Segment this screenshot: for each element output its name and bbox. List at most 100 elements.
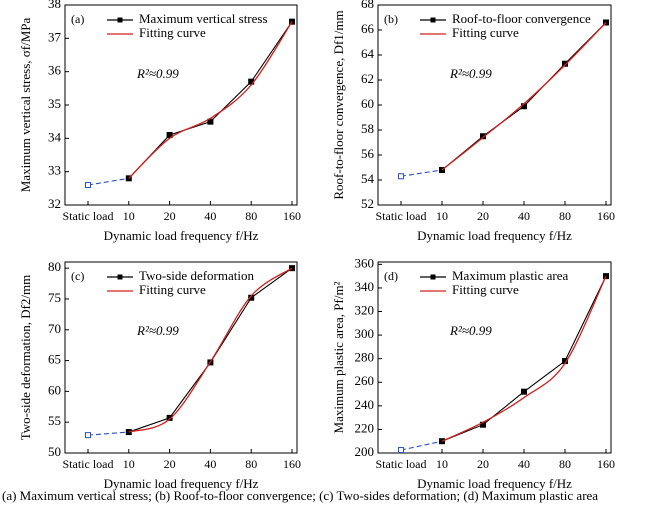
annotation: R²≈0.99 [136, 66, 179, 81]
y-tick-label: 70 [48, 321, 61, 336]
x-axis-label: Dynamic load frequency f/Hz [104, 476, 259, 491]
x-tick-label: 20 [477, 209, 489, 223]
y-tick-label: 220 [355, 420, 375, 435]
panel-label: (c) [71, 269, 84, 283]
x-tick-label: Static load [63, 209, 114, 223]
x-tick-label: 40 [204, 209, 216, 223]
y-tick-label: 50 [48, 444, 61, 459]
x-axis-label: Dynamic load frequency f/Hz [417, 228, 572, 243]
y-tick-label: 34 [48, 129, 62, 144]
y-axis-label: Maximum vertical stress, σf/MPa [18, 18, 33, 193]
y-tick-label: 75 [48, 290, 61, 305]
y-tick-label: 66 [361, 21, 375, 36]
x-tick-label: 40 [518, 209, 530, 223]
fit-curve [128, 267, 293, 433]
marker [166, 132, 173, 138]
y-tick-label: 60 [48, 382, 61, 397]
y-tick-label: 33 [48, 163, 61, 178]
marker [603, 19, 609, 26]
marker [398, 173, 404, 180]
x-tick-label: 80 [245, 209, 257, 223]
panel-label: (a) [71, 12, 84, 26]
marker [521, 388, 527, 395]
annotation: R²≈0.99 [449, 66, 492, 81]
x-tick-label: Static load [63, 457, 114, 471]
caption: (a) Maximum vertical stress; (b) Roof-to… [2, 488, 598, 503]
y-tick-label: 80 [48, 259, 61, 274]
x-tick-label: 80 [559, 457, 571, 471]
y-axis-label: Roof-to-floor convergence, Df1/mm [331, 10, 346, 199]
fit-curve [441, 275, 607, 442]
legend-label: Two-side deformation [139, 268, 254, 283]
x-tick-label: 20 [164, 457, 176, 471]
x-axis-label: Dynamic load frequency f/Hz [104, 228, 259, 243]
y-tick-label: 68 [361, 0, 374, 11]
x-tick-label: 160 [597, 209, 615, 223]
fit-curve [128, 21, 293, 179]
y-tick-label: 320 [355, 303, 375, 318]
x-tick-label: 10 [123, 457, 135, 471]
legend-label: Fitting curve [452, 282, 519, 297]
plot-frame [64, 261, 298, 454]
annotation: R²≈0.99 [449, 323, 492, 338]
legend-marker [430, 17, 436, 23]
series-line [441, 275, 607, 442]
y-tick-label: 62 [361, 71, 374, 86]
y-tick-label: 35 [48, 96, 61, 111]
legend-marker [430, 274, 436, 280]
y-tick-label: 200 [355, 444, 375, 459]
legend-label: Fitting curve [139, 25, 206, 40]
legend-label: Roof-to-floor convergence [452, 11, 591, 26]
legend-label: Maximum plastic area [452, 268, 568, 283]
x-tick-label: 20 [477, 457, 489, 471]
legend-label: Fitting curve [452, 25, 519, 40]
legend-label: Maximum vertical stress [139, 11, 268, 26]
y-tick-label: 54 [361, 171, 375, 186]
x-tick-label: 80 [245, 457, 257, 471]
y-tick-label: 340 [355, 279, 375, 294]
y-tick-label: 64 [361, 46, 375, 61]
marker [166, 414, 173, 421]
marker [562, 60, 568, 67]
fit-curve [441, 22, 607, 171]
y-tick-label: 38 [48, 0, 61, 11]
marker [207, 118, 214, 125]
legend-label: Fitting curve [139, 282, 206, 297]
y-tick-label: 37 [48, 29, 62, 44]
x-tick-label: 40 [204, 457, 216, 471]
x-tick-label: 10 [436, 209, 448, 223]
marker [398, 447, 404, 454]
y-tick-label: 240 [355, 397, 375, 412]
y-tick-label: 52 [361, 196, 374, 211]
y-tick-label: 60 [361, 96, 374, 111]
y-tick-label: 32 [48, 196, 61, 211]
series-line [400, 169, 443, 177]
y-tick-label: 58 [361, 121, 374, 136]
series-line [87, 177, 129, 186]
panel-label: (b) [384, 12, 398, 26]
x-tick-label: 10 [436, 457, 448, 471]
x-tick-label: 20 [164, 209, 176, 223]
y-tick-label: 55 [48, 413, 61, 428]
y-tick-label: 360 [355, 255, 375, 270]
x-tick-label: 10 [123, 209, 135, 223]
x-tick-label: Static load [376, 457, 427, 471]
marker [85, 432, 91, 439]
x-tick-label: 160 [597, 457, 615, 471]
y-tick-label: 56 [361, 146, 375, 161]
plot-frame [377, 261, 612, 454]
series-line [87, 431, 129, 436]
x-tick-label: 160 [283, 209, 301, 223]
series-line [400, 440, 443, 451]
y-tick-label: 300 [355, 326, 375, 341]
series-line [128, 21, 293, 179]
y-tick-label: 280 [355, 350, 375, 365]
y-axis-label: Maximum plastic area, Pf/m² [331, 281, 346, 433]
x-tick-label: Static load [376, 209, 427, 223]
y-tick-label: 36 [48, 63, 62, 78]
series-line [441, 22, 607, 171]
marker [85, 182, 91, 188]
x-tick-label: 160 [283, 457, 301, 471]
x-axis-label: Dynamic load frequency f/Hz [417, 476, 572, 491]
